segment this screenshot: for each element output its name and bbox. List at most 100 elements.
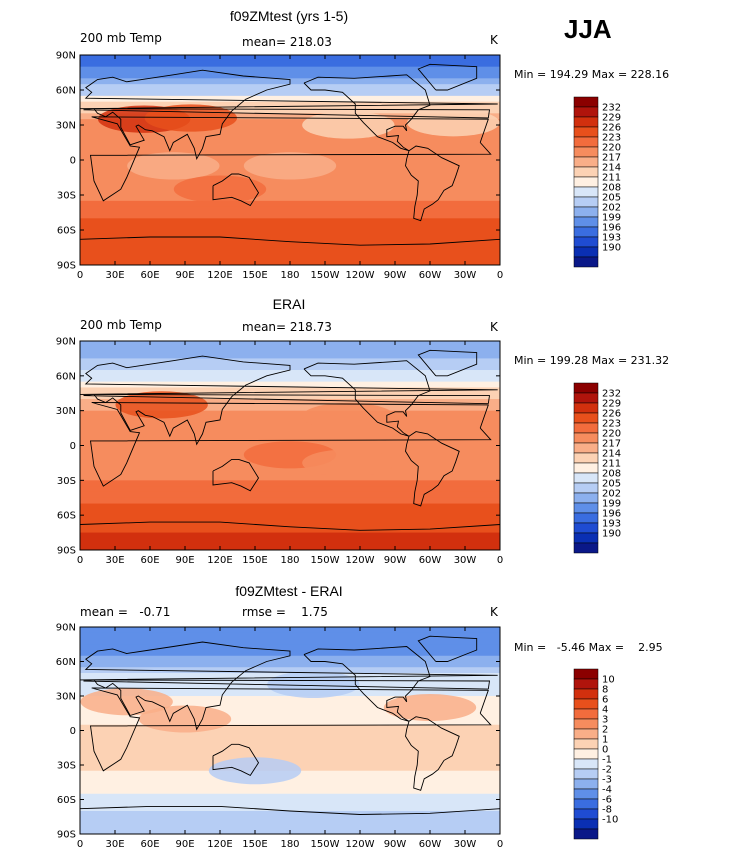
colorbar-swatch	[573, 828, 599, 840]
colorbar-swatch	[573, 808, 599, 820]
colorbar-swatch	[573, 442, 599, 454]
colorbar-label: 1	[602, 735, 608, 746]
x-tick-label: 60E	[140, 839, 159, 850]
zonal-band	[80, 526, 500, 534]
x-tick-label: 30E	[105, 270, 124, 281]
colorbar-swatch	[573, 788, 599, 800]
zonal-band	[80, 776, 500, 783]
panel-title: f09ZMtest (yrs 1-5)	[229, 8, 349, 24]
colorbar-swatch	[573, 758, 599, 770]
colorbar-label: 190	[602, 529, 621, 540]
zonal-band	[80, 696, 500, 703]
colorbar-swatch	[573, 96, 599, 108]
x-tick-label: 120E	[207, 270, 232, 281]
zonal-band	[80, 125, 500, 132]
zonal-band	[80, 416, 500, 423]
x-tick-label: 150E	[242, 555, 267, 566]
colorbar-label: 202	[602, 203, 621, 214]
y-tick-label: 90S	[57, 261, 76, 272]
y-tick-label: 60S	[57, 795, 76, 806]
zonal-band	[80, 491, 500, 499]
colorbar-label: 214	[602, 449, 621, 460]
colorbar-swatch	[573, 432, 599, 444]
colorbar-swatch	[573, 402, 599, 414]
zonal-band	[80, 816, 500, 824]
x-tick-label: 30E	[105, 555, 124, 566]
min-max-label: Min = -5.46 Max = 2.95	[514, 641, 663, 654]
zonal-band	[80, 422, 500, 429]
coastlines	[80, 63, 500, 265]
zonal-band	[80, 113, 500, 120]
zonal-band	[80, 742, 500, 749]
colorbar-label: 10	[602, 675, 615, 686]
x-tick-label: 90W	[384, 270, 407, 281]
colorbar-swatch	[573, 146, 599, 158]
variable-label: 200 mb Temp	[80, 318, 162, 332]
coastline	[89, 116, 492, 202]
map-panel-1: 0 30E 60E 90E 120E 150E 180 150W 120W 90W 60W 30W 09…	[56, 51, 621, 282]
zonal-band	[80, 747, 500, 755]
zonal-band	[80, 661, 500, 668]
colorbar-label: 229	[602, 113, 621, 124]
x-tick-label: 0	[497, 555, 503, 566]
zonal-band	[80, 84, 500, 91]
x-tick-label: 60W	[419, 555, 442, 566]
zonal-band	[80, 206, 500, 214]
zonal-band	[80, 107, 500, 114]
coastline	[212, 173, 260, 207]
zonal-band	[80, 370, 500, 377]
colorbar-swatch	[573, 482, 599, 494]
zonal-band	[80, 468, 500, 476]
zonal-band	[80, 375, 500, 383]
zonal-band	[80, 358, 500, 365]
zonal-band	[80, 707, 500, 714]
x-tick-label: 0	[497, 839, 503, 850]
x-tick-label: 60E	[140, 555, 159, 566]
coastline	[80, 805, 500, 834]
y-tick-label: 90N	[56, 623, 76, 634]
x-tick-label: 150W	[311, 270, 340, 281]
zonal-band	[80, 753, 500, 760]
zonal-band	[80, 352, 500, 360]
map-panel-2: 0 30E 60E 90E 120E 150E 180 150W 120W 90W 60W 30W 09…	[56, 337, 621, 567]
panel-title: ERAI	[272, 296, 306, 312]
contour-field	[80, 627, 500, 834]
contour-blob	[208, 757, 302, 785]
colorbar-swatch	[573, 452, 599, 464]
contour-blob	[243, 152, 337, 180]
x-tick-label: 150W	[311, 555, 340, 566]
colorbar-swatch	[573, 728, 599, 740]
coastline	[303, 646, 431, 722]
colorbar-label: 217	[602, 153, 621, 164]
zonal-band	[80, 189, 500, 196]
zonal-band	[80, 655, 500, 663]
x-tick-label: 180	[280, 555, 299, 566]
colorbar-label: 223	[602, 419, 621, 430]
coastline	[80, 236, 500, 265]
colorbar-swatch	[573, 708, 599, 720]
colorbar-label: -2	[602, 765, 612, 776]
mean-label: mean= 218.73	[242, 320, 332, 334]
x-tick-label: 0	[77, 839, 83, 850]
units-label: K	[490, 33, 498, 47]
colorbar-label: 226	[602, 409, 621, 420]
zonal-band	[80, 638, 500, 645]
coastline	[303, 74, 431, 152]
zonal-band	[80, 393, 500, 400]
colorbar-swatch	[573, 542, 599, 554]
colorbar-swatch	[573, 196, 599, 208]
colorbar-swatch	[573, 382, 599, 394]
colorbar-swatch	[573, 718, 599, 730]
colorbar-swatch	[573, 738, 599, 750]
zonal-band	[80, 60, 500, 68]
zonal-band	[80, 224, 500, 231]
zonal-band	[80, 538, 500, 545]
x-tick-label: 90W	[384, 839, 407, 850]
zonal-band	[80, 410, 500, 418]
colorbar-label: 223	[602, 133, 621, 144]
zonal-band	[80, 701, 500, 709]
colorbar-label: 202	[602, 489, 621, 500]
colorbar-swatch	[573, 422, 599, 434]
x-tick-label: 90E	[175, 839, 194, 850]
colorbar-swatch	[573, 136, 599, 148]
